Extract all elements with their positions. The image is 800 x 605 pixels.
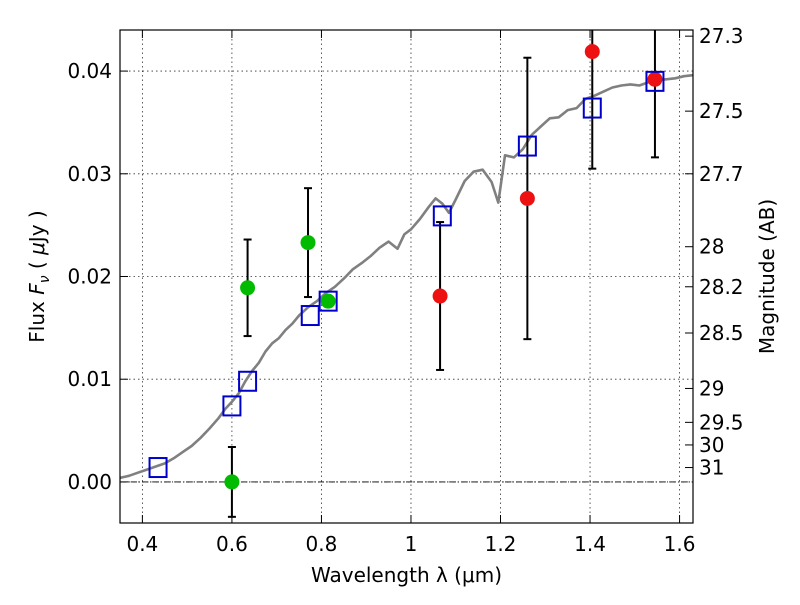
right-tick-label: 29 [699, 376, 724, 400]
right-tick-label: 27.7 [699, 162, 744, 186]
grid-layer [120, 30, 693, 523]
plot-data-layer [120, 30, 693, 518]
model-photometry-square [238, 370, 258, 392]
x-tick-label: 1.2 [485, 532, 517, 556]
red-data-point [584, 44, 600, 60]
y-tick-label: 0.02 [67, 265, 112, 289]
model-photometry-square [517, 135, 537, 157]
model-photometry-square [318, 290, 338, 312]
x-tick-label: 0.6 [216, 532, 248, 556]
x-tick-label: 1.6 [664, 532, 696, 556]
model-spectrum-line [120, 73, 693, 480]
red-data-point [519, 190, 535, 206]
x-tick-label: 1.4 [574, 532, 606, 556]
y-axis-title: Flux Fν ( μJy ) [25, 210, 53, 342]
green-data-point [224, 474, 240, 490]
model-photometry-square [222, 395, 242, 417]
right-tick-label: 27.5 [699, 99, 744, 123]
x-tick-label: 0.4 [126, 532, 158, 556]
ticks-layer: 0.4 0.6 0.8 1 1.2 1.4 1.6 0.00 0.01 0.02 0.03 0.04 2… [67, 24, 743, 556]
y-tick-label: 0.04 [67, 59, 112, 83]
y-axis-title-part: F [25, 283, 49, 295]
red-data-point [647, 71, 663, 87]
model-photometry-square [300, 305, 320, 327]
right-tick-label: 28.2 [699, 275, 744, 299]
right-tick-label: 28 [699, 235, 724, 259]
right-tick-label: 29.5 [699, 410, 744, 434]
y-axis-title-part: μ [25, 242, 49, 256]
x-tick-label: 0.8 [306, 532, 338, 556]
model-photometry-square [645, 70, 665, 92]
x-tick-label: 1 [405, 532, 418, 556]
y-tick-label: 0.03 [67, 162, 112, 186]
right-tick-label: 31 [699, 456, 724, 480]
x-axis-title: Wavelength λ (μm) [311, 563, 502, 587]
y-axis-title-part: Flux [25, 295, 49, 343]
y-axis-title-part: Jy ) [25, 210, 49, 244]
right-tick-label: 28.5 [699, 321, 744, 345]
right-tick-label: 30 [699, 433, 724, 457]
y-tick-label: 0.00 [67, 470, 112, 494]
model-photometry-square [148, 457, 168, 479]
model-photometry-square [582, 97, 602, 119]
green-data-point [300, 235, 316, 251]
green-data-point [320, 293, 336, 309]
model-photometry-square [432, 205, 452, 227]
y-axis-title-part: ν [37, 275, 53, 283]
red-data-point [432, 288, 448, 304]
right-tick-label: 27.3 [699, 24, 744, 48]
y-axis-title-part: ( [25, 255, 49, 276]
green-data-point [240, 280, 256, 296]
y-tick-label: 0.01 [67, 367, 112, 391]
y-right-axis-title: Magnitude (AB) [755, 199, 779, 354]
